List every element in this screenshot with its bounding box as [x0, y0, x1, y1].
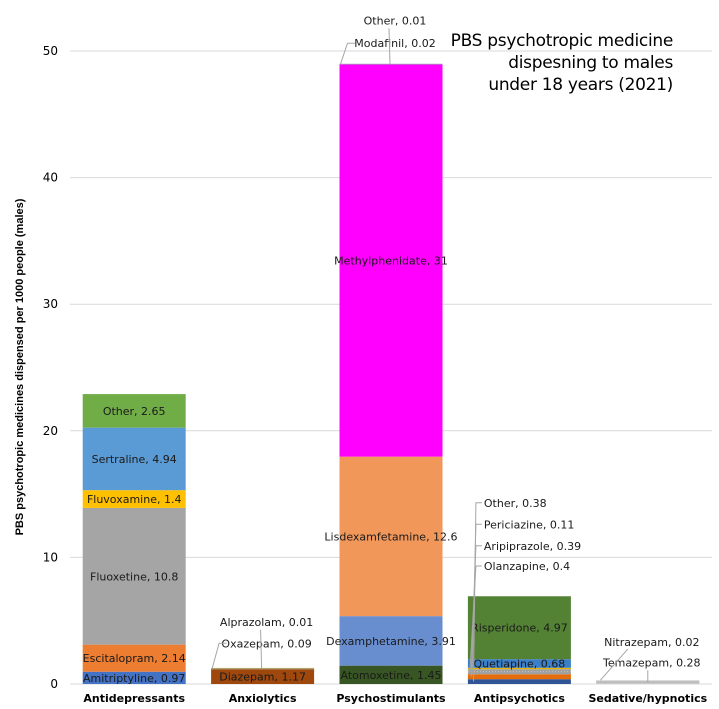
bar-segment-aripiprazole	[467, 674, 571, 680]
callout-label: Other, 0.38	[484, 497, 547, 510]
bar-segment-lisdexamfetamine	[339, 456, 443, 617]
callout-leader-line	[340, 42, 355, 65]
bar-segment-other	[339, 63, 443, 65]
callout-label: Nitrazepam, 0.02	[604, 636, 699, 649]
bar-segment-sertraline	[82, 427, 186, 491]
callout-labels: Oxazepam, 0.09 Alprazolam, 0.01 Modafinil,…	[211, 14, 701, 683]
callout-leader-line	[211, 642, 227, 669]
y-tick-label: 0	[50, 677, 58, 691]
data-label: Atomoxetine, 1.45	[340, 669, 441, 682]
bar-segment-amitriptyline	[82, 671, 186, 684]
bar-segment-alprazolam	[211, 667, 315, 669]
bar-segment-dexamphetamine	[339, 616, 443, 666]
callout-label: Aripiprazole, 0.39	[484, 540, 581, 553]
x-tick-label: Antipsychotics	[474, 692, 565, 705]
bar-segment-other	[467, 679, 571, 684]
data-label: Fluoxetine, 10.8	[90, 570, 178, 583]
bar-segment-escitalopram	[82, 644, 186, 672]
chart-title: PBS psychotropic medicine dispesning to …	[450, 30, 674, 96]
callout-leader-line	[469, 565, 482, 672]
bar-segment-quetiapine	[467, 659, 571, 668]
y-tick-label: 10	[43, 550, 58, 564]
data-label: Escitalopram, 2.14	[83, 652, 186, 665]
chart-title-line-2: dispesning to males	[508, 53, 673, 73]
x-tick-label: Antidepressants	[83, 692, 185, 705]
data-label: Diazepam, 1.17	[219, 671, 306, 684]
bar-segment-fluoxetine	[82, 507, 186, 645]
callout-leader-line	[473, 502, 482, 682]
bars: Amitriptyline, 0.97 Escitalopram, 2.14 Flu…	[82, 63, 700, 685]
bar-segment-oxazepam	[211, 668, 315, 670]
data-label: Risperidone, 4.97	[471, 622, 568, 635]
x-axis-labels: Antidepressants Anxiolytics Psychostimulan…	[83, 692, 707, 705]
y-tick-label: 30	[43, 297, 58, 311]
chart-title-line-3: under 18 years (2021)	[488, 75, 673, 95]
x-tick-label: Anxiolytics	[229, 692, 297, 705]
callout-label: Other, 0.01	[364, 14, 427, 27]
callout-leader-line	[388, 28, 391, 64]
data-label: Other, 2.65	[103, 405, 166, 418]
y-tick-label: 50	[43, 44, 58, 58]
callout-leader-line	[599, 648, 629, 681]
callout-label: Temazepam, 0.28	[602, 656, 701, 669]
data-label: Methylphenidate, 31	[334, 254, 448, 267]
bar-segment-atomoxetine	[339, 665, 443, 684]
callout-label: Modafinil, 0.02	[354, 37, 435, 50]
y-axis-ticks: 0 10 20 30 40 50	[43, 44, 58, 691]
y-tick-label: 40	[43, 171, 58, 185]
bar-segment-risperidone	[467, 596, 571, 660]
chart-title-line-1: PBS psychotropic medicine	[450, 31, 674, 51]
data-label: Fluvoxamine, 1.4	[87, 493, 182, 506]
data-label: Quetiapine, 0.68	[474, 657, 566, 670]
callout-label: Olanzapine, 0.4	[484, 560, 570, 573]
callout-label: Alprazolam, 0.01	[220, 616, 313, 629]
data-label: Dexamphetamine, 3.91	[326, 635, 456, 648]
data-label: Amitriptyline, 0.97	[83, 672, 185, 685]
bar-segment-other	[82, 394, 186, 428]
bar-segment-diazepam	[211, 669, 315, 684]
data-label: Sertraline, 4.94	[92, 453, 177, 466]
bar-segment-periciazine	[467, 667, 571, 670]
data-label: Lisdexamfetamine, 12.6	[324, 530, 457, 543]
y-tick-label: 20	[43, 424, 58, 438]
x-tick-label: Psychostimulants	[336, 692, 446, 705]
bar-segment-methylphenidate	[339, 64, 443, 457]
callout-label: Oxazepam, 0.09	[221, 637, 311, 650]
x-tick-label: Sedative/hypnotics	[588, 692, 707, 705]
callout-leader-line	[260, 629, 263, 668]
callout-label: Periciazine, 0.11	[484, 518, 575, 531]
bar-segment-fluvoxamine	[82, 490, 186, 508]
